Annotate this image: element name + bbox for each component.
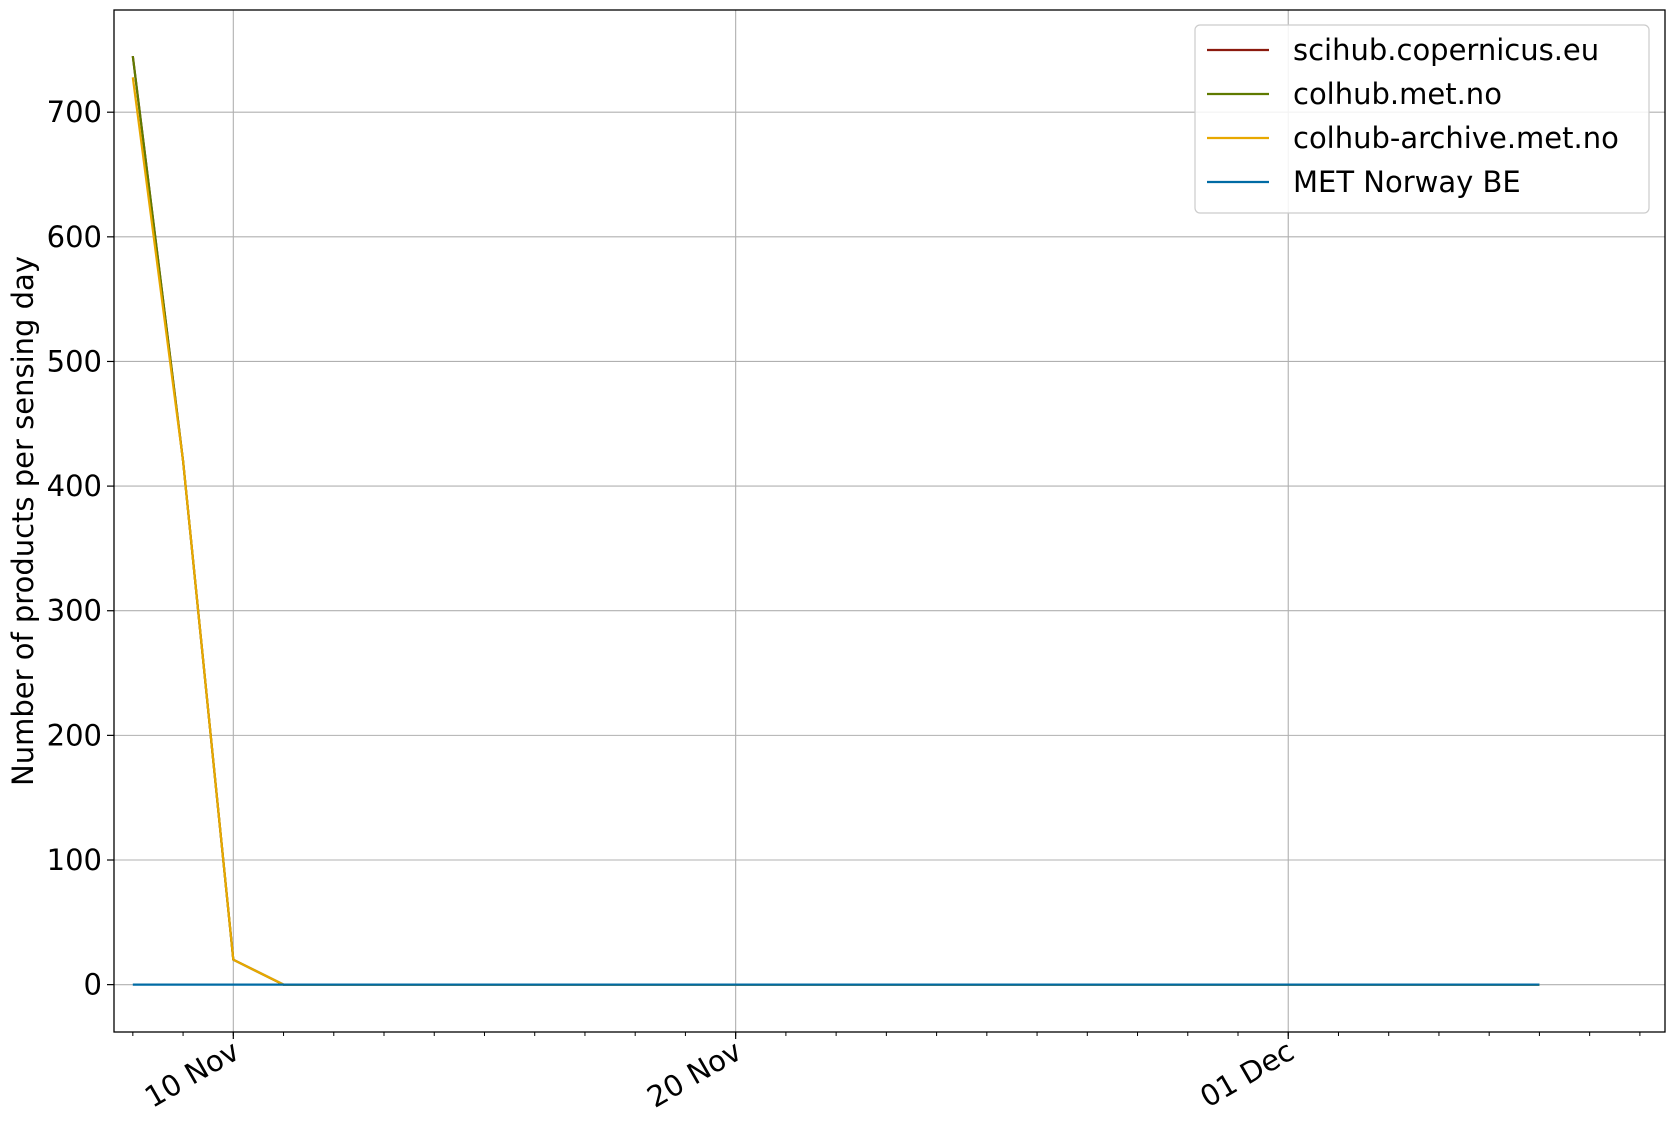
- y-tick-label: 700: [47, 95, 102, 129]
- legend-entry-label: scihub.copernicus.eu: [1293, 33, 1599, 67]
- axis-ticks: 0 100 200 300 400 500 600 700 10 Nov 20 Nov 01 Dec: [47, 95, 1641, 1115]
- x-tick-label: 20 Nov: [641, 1034, 747, 1115]
- x-tick-label: 01 Dec: [1194, 1034, 1300, 1115]
- y-tick-label: 300: [47, 594, 102, 628]
- y-axis-label: Number of products per sensing day: [6, 256, 40, 786]
- legend-entry-label: colhub.met.no: [1293, 77, 1502, 111]
- y-tick-label: 400: [47, 469, 102, 503]
- legend-box: [1194, 24, 1650, 214]
- plot-lines: [131, 55, 1540, 986]
- plot-frame: [113, 9, 1666, 1033]
- y-tick-label: 0: [84, 968, 102, 1002]
- legend-entry-label: MET Norway BE: [1293, 165, 1521, 199]
- y-tick-label: 100: [47, 843, 102, 877]
- legend: scihub.copernicus.eu colhub.met.no colhub-…: [1194, 24, 1650, 214]
- legend-entry-label: colhub-archive.met.no: [1293, 121, 1619, 155]
- y-tick-label: 200: [47, 718, 102, 752]
- y-tick-label: 500: [47, 344, 102, 378]
- x-tick-label: 10 Nov: [139, 1034, 245, 1115]
- y-tick-label: 600: [47, 220, 102, 254]
